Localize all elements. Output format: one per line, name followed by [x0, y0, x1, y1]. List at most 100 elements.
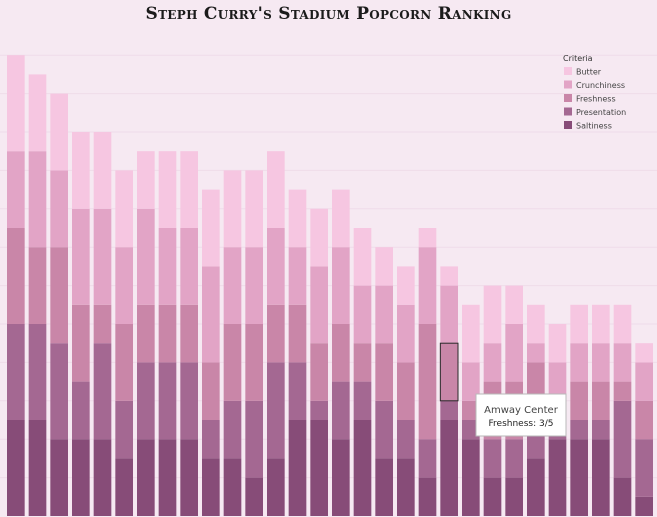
bar-segment-butter[interactable] [483, 285, 502, 344]
bar-segment-crunchiness[interactable] [310, 266, 328, 344]
bar-segment-freshness[interactable] [28, 247, 47, 324]
bar-segment-butter[interactable] [158, 151, 177, 228]
bar-segment-freshness[interactable] [353, 343, 372, 382]
bar-segment-crunchiness[interactable] [223, 247, 242, 324]
bar-segment-freshness[interactable] [310, 343, 328, 401]
bar-segment-butter[interactable] [635, 343, 653, 363]
bar-segment-freshness[interactable] [332, 324, 350, 382]
bar-segment-freshness[interactable] [202, 362, 220, 420]
bar-segment-butter[interactable] [288, 189, 307, 248]
bar-segment-presentation[interactable] [418, 439, 437, 478]
bar-segment-presentation[interactable] [375, 400, 393, 459]
bar-segment-crunchiness[interactable] [397, 304, 415, 363]
bar-segment-butter[interactable] [202, 189, 220, 267]
bar-segment-freshness[interactable] [137, 304, 155, 363]
bar-segment-butter[interactable] [375, 247, 393, 286]
bar-segment-presentation[interactable] [462, 420, 480, 440]
bar-segment-saltiness[interactable] [223, 458, 242, 516]
bar-segment-presentation[interactable] [28, 324, 47, 420]
bar-segment-saltiness[interactable] [158, 439, 177, 516]
bar-segment-crunchiness[interactable] [267, 228, 285, 305]
bar-segment-saltiness[interactable] [440, 420, 458, 516]
bar-segment-saltiness[interactable] [527, 458, 545, 516]
bar-segment-freshness[interactable] [93, 304, 112, 344]
bar-segment-saltiness[interactable] [635, 496, 653, 516]
bar-segment-crunchiness[interactable] [28, 151, 47, 248]
bar-segment-freshness[interactable] [7, 228, 25, 324]
bar-segment-saltiness[interactable] [548, 439, 567, 516]
bar-segment-crunchiness[interactable] [137, 208, 155, 305]
bar-segment-crunchiness[interactable] [462, 362, 480, 401]
bar-segment-butter[interactable] [418, 228, 437, 248]
bar-segment-saltiness[interactable] [483, 477, 502, 516]
bar-segment-saltiness[interactable] [115, 458, 133, 516]
bar-segment-crunchiness[interactable] [505, 324, 523, 382]
bar-segment-crunchiness[interactable] [288, 247, 307, 305]
bar-segment-butter[interactable] [115, 170, 133, 248]
bar-segment-crunchiness[interactable] [202, 266, 220, 363]
bar-segment-presentation[interactable] [115, 400, 133, 459]
bar-segment-crunchiness[interactable] [440, 285, 458, 344]
bar-segment-presentation[interactable] [332, 381, 350, 440]
bar-segment-saltiness[interactable] [592, 439, 610, 516]
bar-segment-presentation[interactable] [7, 324, 25, 420]
bar-segment-saltiness[interactable] [7, 420, 25, 516]
bar-segment-saltiness[interactable] [310, 420, 328, 516]
bar-segment-saltiness[interactable] [202, 458, 220, 516]
bar-segment-freshness[interactable] [288, 304, 307, 363]
bar-segment-butter[interactable] [50, 93, 68, 171]
bar-segment-saltiness[interactable] [570, 439, 588, 516]
bar-segment-butter[interactable] [223, 170, 242, 248]
bar-segment-saltiness[interactable] [397, 458, 415, 516]
bar-segment-freshness[interactable] [570, 381, 588, 420]
bar-segment-freshness[interactable] [245, 324, 263, 401]
bar-segment-freshness[interactable] [397, 362, 415, 420]
bar-segment-freshness[interactable] [462, 400, 480, 420]
bar-segment-crunchiness[interactable] [50, 170, 68, 248]
bar-segment-crunchiness[interactable] [527, 343, 545, 363]
bar-segment-freshness[interactable] [613, 381, 632, 401]
bar-segment-saltiness[interactable] [137, 439, 155, 516]
bar-segment-freshness[interactable] [375, 343, 393, 401]
bar-segment-butter[interactable] [440, 266, 458, 286]
bar-segment-butter[interactable] [7, 55, 25, 152]
bar-segment-butter[interactable] [245, 170, 263, 248]
bar-segment-saltiness[interactable] [613, 477, 632, 516]
bar-segment-butter[interactable] [28, 74, 47, 152]
bar-segment-crunchiness[interactable] [375, 285, 393, 344]
bar-segment-presentation[interactable] [267, 362, 285, 459]
bar-segment-saltiness[interactable] [375, 458, 393, 516]
bar-segment-crunchiness[interactable] [570, 343, 588, 382]
bar-segment-saltiness[interactable] [353, 420, 372, 516]
bar-segment-butter[interactable] [505, 285, 523, 324]
bar-segment-freshness[interactable] [223, 324, 242, 401]
bar-segment-freshness[interactable] [158, 304, 177, 363]
bar-segment-freshness[interactable] [592, 381, 610, 420]
bar-segment-saltiness[interactable] [180, 439, 198, 516]
bar-segment-presentation[interactable] [288, 362, 307, 420]
bar-segment-saltiness[interactable] [28, 420, 47, 516]
bar-segment-freshness[interactable] [72, 304, 90, 382]
bar-segment-saltiness[interactable] [418, 477, 437, 516]
bar-segment-crunchiness[interactable] [592, 343, 610, 382]
bar-segment-saltiness[interactable] [50, 439, 68, 516]
bar-segment-presentation[interactable] [50, 343, 68, 440]
bar-segment-butter[interactable] [613, 304, 632, 344]
bar-segment-presentation[interactable] [223, 400, 242, 459]
bar-segment-presentation[interactable] [635, 439, 653, 497]
bar-segment-butter[interactable] [397, 266, 415, 305]
bar-segment-crunchiness[interactable] [180, 228, 198, 305]
bar-segment-crunchiness[interactable] [245, 247, 263, 324]
bar-segment-butter[interactable] [180, 151, 198, 228]
bar-segment-freshness[interactable] [440, 343, 458, 401]
bar-segment-presentation[interactable] [570, 420, 588, 440]
bar-segment-presentation[interactable] [613, 400, 632, 478]
bar-segment-butter[interactable] [527, 304, 545, 344]
bar-segment-presentation[interactable] [158, 362, 177, 440]
bar-segment-crunchiness[interactable] [158, 228, 177, 305]
bar-segment-presentation[interactable] [202, 420, 220, 459]
bar-segment-presentation[interactable] [440, 400, 458, 420]
bar-segment-crunchiness[interactable] [548, 362, 567, 401]
bar-segment-butter[interactable] [93, 132, 112, 209]
bar-segment-crunchiness[interactable] [332, 247, 350, 324]
